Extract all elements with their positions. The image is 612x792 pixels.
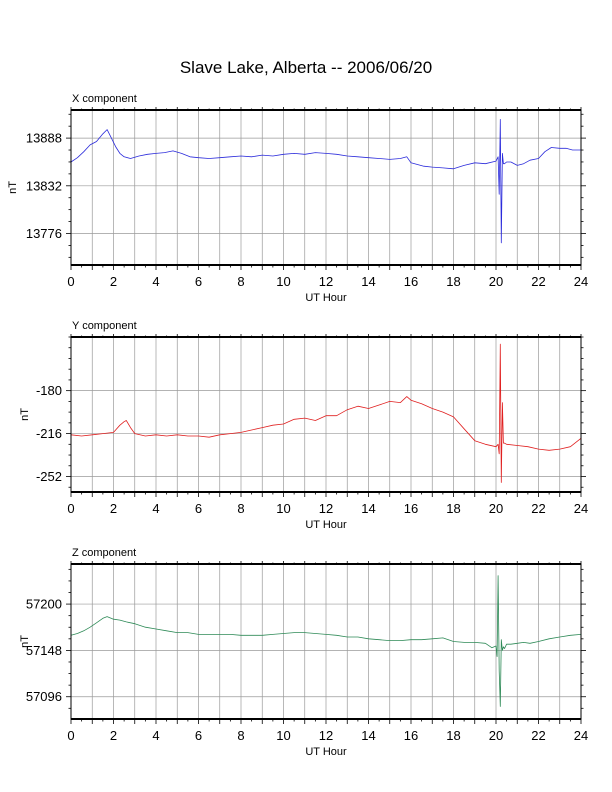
chart-2-xtick-label: 16 xyxy=(404,501,418,516)
chart-2-xlabel: UT Hour xyxy=(305,519,347,531)
chart-1-xtick-label: 2 xyxy=(110,274,117,289)
chart-3-xtick-label: 24 xyxy=(574,728,588,743)
chart-3-xtick-label: 8 xyxy=(237,728,244,743)
chart-2-xtick-label: 6 xyxy=(195,501,202,516)
chart-2-xtick-label: 22 xyxy=(531,501,545,516)
chart-1-series-line xyxy=(70,119,581,244)
chart-2-xtick-label: 20 xyxy=(489,501,503,516)
chart-3-xtick-label: 16 xyxy=(404,728,418,743)
chart-2-xtick-label: 2 xyxy=(110,501,117,516)
chart-3-xlabel: UT Hour xyxy=(305,746,347,758)
chart-1-xtick-label: 20 xyxy=(489,274,503,289)
chart-1-ytick-label: 13888 xyxy=(26,131,62,146)
chart-1-ytick-label: 13832 xyxy=(26,178,62,193)
chart-3-xtick-label: 4 xyxy=(152,728,159,743)
chart-3-xtick-label: 22 xyxy=(531,728,545,743)
chart-1-xtick-label: 24 xyxy=(574,274,588,289)
chart-2-xtick-label: 0 xyxy=(67,501,74,516)
chart-2-xtick-label: 14 xyxy=(361,501,375,516)
chart-1-xlabel: UT Hour xyxy=(305,292,347,304)
chart-1-xtick-label: 6 xyxy=(195,274,202,289)
chart-3-xtick-label: 10 xyxy=(276,728,290,743)
chart-3-title: Z component xyxy=(72,547,136,559)
chart-1-xtick-label: 18 xyxy=(446,274,460,289)
chart-2-ytick-label: -216 xyxy=(36,426,62,441)
chart-1-ylabel: nT xyxy=(7,181,19,194)
chart-1-xtick-label: 0 xyxy=(67,274,74,289)
chart-1-xtick-label: 8 xyxy=(237,274,244,289)
chart-2-ytick-label: -180 xyxy=(36,383,62,398)
chart-2-xtick-label: 4 xyxy=(152,501,159,516)
chart-3-xtick-label: 0 xyxy=(67,728,74,743)
chart-2-xtick-label: 24 xyxy=(574,501,588,516)
chart-3-ytick-label: 57148 xyxy=(26,643,62,658)
chart-2-series-line xyxy=(70,343,582,483)
chart-3-xtick-label: 18 xyxy=(446,728,460,743)
chart-1-ytick-label: 13776 xyxy=(26,226,62,241)
chart-3-xtick-label: 20 xyxy=(489,728,503,743)
chart-1-xtick-label: 22 xyxy=(531,274,545,289)
chart-2-ytick-label: -252 xyxy=(36,469,62,484)
chart-1-title: X component xyxy=(72,93,137,105)
chart-3-xtick-label: 6 xyxy=(195,728,202,743)
chart-1-xtick-label: 4 xyxy=(152,274,159,289)
chart-2-xtick-label: 12 xyxy=(319,501,333,516)
chart-1-xtick-label: 12 xyxy=(319,274,333,289)
chart-2-xtick-label: 8 xyxy=(237,501,244,516)
chart-1-xtick-label: 14 xyxy=(361,274,375,289)
chart-3-ytick-label: 57200 xyxy=(26,597,62,612)
page-title: Slave Lake, Alberta -- 2006/06/20 xyxy=(179,58,433,77)
chart-2-xtick-label: 18 xyxy=(446,501,460,516)
chart-3-ylabel: nT xyxy=(19,635,31,648)
chart-3-xtick-label: 12 xyxy=(319,728,333,743)
chart-2-title: Y component xyxy=(72,320,137,332)
chart-1-xtick-label: 10 xyxy=(276,274,290,289)
chart-3-ytick-label: 57096 xyxy=(26,689,62,704)
chart-2-ylabel: nT xyxy=(19,408,31,421)
chart-3-xtick-label: 2 xyxy=(110,728,117,743)
chart-3-series-line xyxy=(70,575,582,707)
chart-1-xtick-label: 16 xyxy=(404,274,418,289)
chart-3-xtick-label: 14 xyxy=(361,728,375,743)
chart-2-xtick-label: 10 xyxy=(276,501,290,516)
